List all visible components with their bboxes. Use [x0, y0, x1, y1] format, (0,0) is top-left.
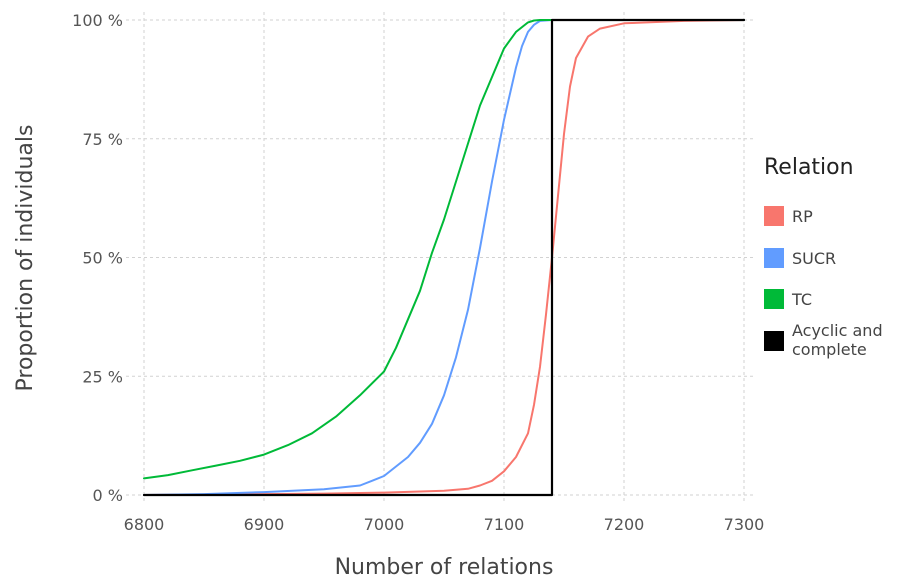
y-tick-label-100: 100 %	[72, 11, 123, 30]
grid	[126, 12, 756, 503]
x-tick-label-6800: 6800	[124, 515, 165, 534]
x-tick-label-6900: 6900	[244, 515, 285, 534]
series-lines	[142, 18, 746, 497]
x-tick-label-7000: 7000	[364, 515, 405, 534]
legend: Relation RP SUCR TC Acyclic and complete	[764, 155, 888, 359]
y-axis-title: Proportion of individuals	[13, 125, 38, 392]
y-tick-label-50: 50 %	[82, 249, 123, 268]
series-line-acyclic-and-complete	[142, 18, 746, 497]
legend-label-rp: RP	[792, 207, 813, 226]
legend-key-rp	[764, 206, 784, 226]
legend-title: Relation	[764, 155, 854, 180]
x-tick-label-7200: 7200	[604, 515, 645, 534]
series-line-sucr	[143, 19, 745, 496]
legend-key-acyclic-complete	[764, 331, 784, 351]
series-line-rp	[143, 19, 745, 496]
legend-key-sucr	[764, 248, 784, 268]
y-axis-ticks: 0 % 25 % 50 % 75 % 100 %	[72, 11, 123, 505]
x-tick-label-7300: 7300	[724, 515, 765, 534]
y-tick-label-75: 75 %	[82, 130, 123, 149]
series-line-tc	[143, 19, 745, 480]
legend-label-acyclic-complete: Acyclic and complete	[792, 321, 888, 359]
x-tick-label-7100: 7100	[484, 515, 525, 534]
legend-label-acyclic-line2: complete	[792, 340, 867, 359]
x-axis-title: Number of relations	[335, 555, 554, 580]
legend-key-tc	[764, 289, 784, 309]
legend-label-sucr: SUCR	[792, 249, 836, 268]
y-tick-label-0: 0 %	[93, 486, 123, 505]
legend-label-acyclic-line1: Acyclic and	[792, 321, 883, 340]
y-tick-label-25: 25 %	[82, 367, 123, 386]
x-axis-ticks: 6800 6900 7000 7100 7200 7300	[124, 515, 765, 534]
legend-label-tc: TC	[791, 290, 812, 309]
